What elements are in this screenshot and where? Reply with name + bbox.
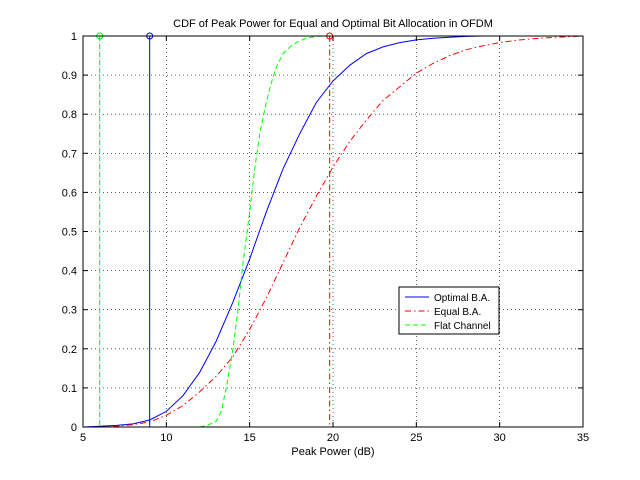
ticks: 5 10 15 20 25 30 35 0 0.1 0.2 0.3 0.4 0.5 0.6 0.7 0.8 0.… (62, 31, 589, 444)
y-tick-label: 0.1 (62, 383, 77, 395)
x-tick-label: 20 (327, 432, 339, 444)
y-tick-label: 0.4 (62, 266, 77, 278)
series-layer (82, 32, 584, 428)
y-tick-label: 0.2 (62, 344, 77, 356)
grid-lines (83, 36, 583, 427)
x-tick-label: 30 (494, 432, 506, 444)
y-tick-label: 1 (71, 31, 77, 43)
legend-box (398, 286, 500, 335)
plot-area: 5 10 15 20 25 30 35 0 0.1 0.2 0.3 0.4 0.5 0.6 0.7 0.8 0.… (62, 31, 589, 444)
y-tick-label: 0.5 (62, 227, 77, 239)
x-tick-label: 35 (577, 432, 589, 444)
x-axis-label: Peak Power (dB) (291, 446, 374, 458)
legend: Optimal B.A. Equal B.A. Flat Channel (398, 286, 500, 335)
y-tick-label: 0.7 (62, 148, 77, 160)
y-tick-label: 0.6 (62, 187, 77, 199)
x-tick-label: 5 (80, 432, 86, 444)
y-tick-label: 0.8 (62, 109, 77, 121)
x-tick-label: 15 (244, 432, 256, 444)
series-line-equal-b-a (99, 35, 584, 428)
y-tick-label: 0.3 (62, 305, 77, 317)
legend-label: Optimal B.A. (434, 293, 490, 304)
legend-label: Equal B.A. (434, 307, 481, 318)
chart-title: CDF of Peak Power for Equal and Optimal … (173, 18, 493, 30)
legend-label: Flat Channel (434, 321, 491, 332)
y-tick-label: 0 (71, 422, 77, 434)
series-line-optimal-b-a (82, 35, 492, 428)
x-tick-label: 10 (160, 432, 172, 444)
x-tick-label: 25 (410, 432, 422, 444)
y-tick-label: 0.9 (62, 70, 77, 82)
series-line-flat-channel (199, 35, 325, 428)
